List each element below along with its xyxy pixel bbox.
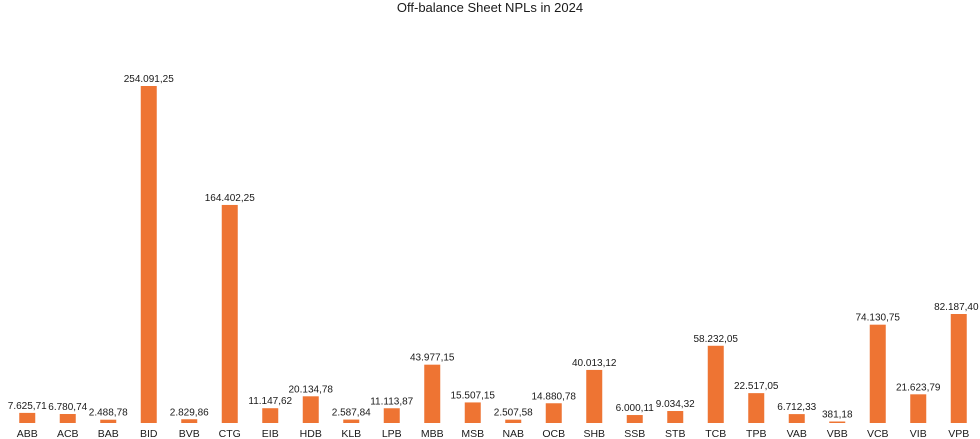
value-label-tpb: 22.517,05	[734, 381, 779, 392]
x-tick-label-vcb: VCB	[867, 428, 889, 439]
value-label-klb: 2.587,84	[332, 408, 371, 419]
bars-group	[19, 86, 967, 423]
x-tick-label-bid: BID	[140, 428, 158, 439]
value-label-bvb: 2.829,86	[170, 407, 209, 418]
x-tick-labels-group: ABB ACB BAB BID BVB CTG EIB HDB KLB LPB MBB MSB NAB O…	[17, 428, 970, 439]
x-tick-label-msb: MSB	[461, 428, 484, 439]
bar-abb	[19, 412, 36, 423]
x-tick-label-acb: ACB	[57, 428, 79, 439]
bar-eib	[262, 408, 279, 423]
value-label-lpb: 11.113,87	[370, 396, 413, 407]
value-label-msb: 15.507,15	[451, 390, 496, 401]
bar-bid	[140, 86, 157, 423]
x-tick-label-ocb: OCB	[542, 428, 565, 439]
value-label-vcb: 74.130,75	[856, 313, 901, 324]
bar-ctg	[221, 204, 238, 423]
x-tick-label-tcb: TCB	[705, 428, 726, 439]
bar-ocb	[545, 403, 562, 423]
x-tick-label-mbb: MBB	[421, 428, 444, 439]
bar-ssb	[626, 415, 643, 423]
bar-vib	[910, 394, 927, 423]
value-label-vpb: 82.187,40	[934, 302, 979, 313]
bar-nab	[505, 419, 522, 423]
value-labels-group: 7.625,71 6.780,742.488,78 254.091,25 2.829,…	[8, 74, 979, 421]
bar-acb	[59, 414, 76, 423]
bar-stb	[667, 411, 684, 423]
value-label-ssb: 6.000,11	[616, 403, 655, 414]
x-tick-label-bvb: BVB	[179, 428, 200, 439]
value-label-vib: 21.623,79	[896, 382, 941, 393]
value-label-nab: 2.507,58	[494, 408, 533, 419]
bar-vab	[788, 414, 805, 423]
x-tick-label-ssb: SSB	[624, 428, 645, 439]
bar-mbb	[424, 364, 441, 423]
value-label-vbb: 381,18	[822, 410, 853, 421]
value-label-abb: 7.625,71	[8, 401, 47, 412]
x-tick-label-lpb: LPB	[382, 428, 402, 439]
value-label-eib: 11.147,62	[248, 396, 292, 407]
value-label-tcb: 58.232,05	[694, 334, 739, 345]
x-tick-label-vib: VIB	[910, 428, 927, 439]
value-label-ctg: 164.402,25	[205, 193, 255, 204]
x-tick-label-klb: KLB	[341, 428, 361, 439]
value-label-bid: 254.091,25	[124, 74, 174, 85]
bar-bab	[100, 419, 117, 423]
bar-msb	[464, 402, 481, 423]
x-tick-label-tpb: TPB	[746, 428, 766, 439]
x-tick-label-nab: NAB	[502, 428, 524, 439]
bar-vpb	[950, 314, 967, 423]
x-tick-label-vbb: VBB	[827, 428, 848, 439]
bar-hdb	[302, 396, 319, 423]
x-tick-label-vab: VAB	[787, 428, 807, 439]
x-tick-label-bab: BAB	[98, 428, 119, 439]
x-tick-label-hdb: HDB	[300, 428, 322, 439]
bar-vcb	[869, 324, 886, 423]
chart-title: Off-balance Sheet NPLs in 2024	[396, 0, 584, 15]
x-tick-label-ctg: CTG	[219, 428, 241, 439]
x-tick-label-shb: SHB	[583, 428, 605, 439]
value-label-ocb: 14.880,78	[532, 391, 577, 402]
x-tick-label-stb: STB	[665, 428, 685, 439]
bar-bvb	[181, 419, 198, 423]
value-label-bab: 2.488,78	[89, 408, 128, 419]
value-label-mbb: 43.977,15	[410, 353, 455, 364]
bar-lpb	[383, 408, 400, 423]
bar-vbb	[829, 421, 846, 423]
x-tick-label-eib: EIB	[262, 428, 279, 439]
value-label-vab: 6.712,33	[777, 402, 816, 413]
value-label-acb: 6.780,74	[48, 402, 87, 413]
bar-klb	[343, 419, 360, 423]
value-label-shb: 40.013,12	[572, 358, 617, 369]
x-tick-label-abb: ABB	[17, 428, 38, 439]
bar-shb	[586, 369, 603, 423]
bar-tpb	[748, 393, 765, 423]
value-label-stb: 9.034,32	[656, 399, 695, 410]
value-label-hdb: 20.134,78	[289, 384, 334, 395]
x-tick-label-vpb: VPB	[948, 428, 969, 439]
bar-tcb	[707, 345, 724, 423]
